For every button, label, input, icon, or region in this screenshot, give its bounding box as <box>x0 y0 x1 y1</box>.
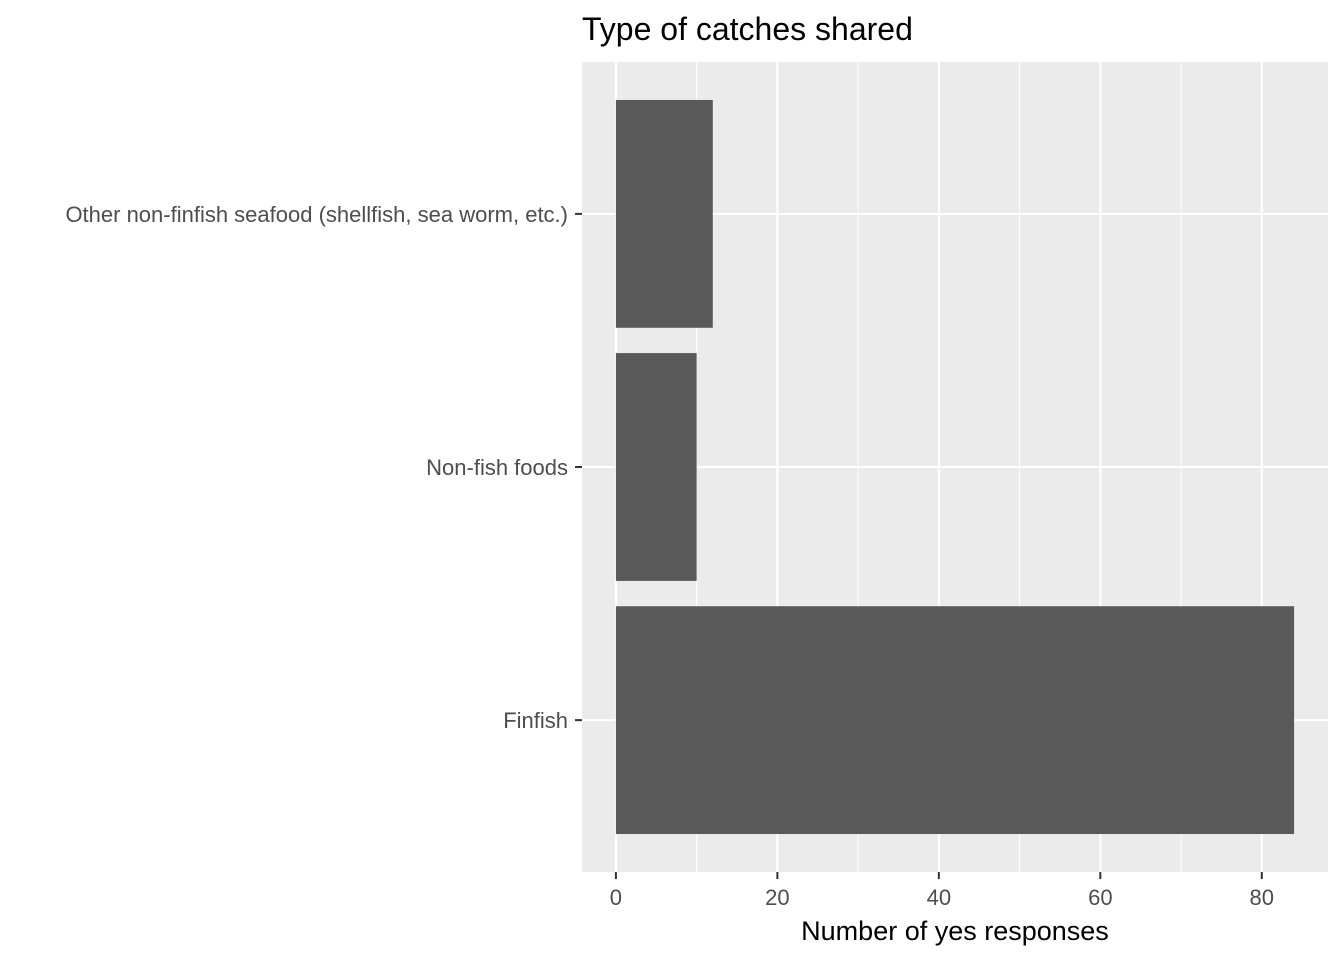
y-axis: Finfish Non-fish foods Other non-finfish s… <box>65 202 582 733</box>
y-tick-label: Other non-finfish seafood (shellfish, se… <box>65 202 568 227</box>
x-tick-label: 60 <box>1088 885 1112 910</box>
x-tick-label: 80 <box>1250 885 1274 910</box>
x-tick-label: 20 <box>765 885 789 910</box>
x-tick-label: 40 <box>927 885 951 910</box>
y-tick-label: Finfish <box>503 708 568 733</box>
bars <box>615 99 1295 835</box>
chart-title: Type of catches shared <box>582 11 913 47</box>
bar <box>615 99 713 328</box>
y-tick-label: Non-fish foods <box>426 455 568 480</box>
bar <box>615 606 1295 835</box>
x-axis: 0 20 40 60 80 <box>610 872 1274 910</box>
x-tick-label: 0 <box>610 885 622 910</box>
bar <box>615 353 697 581</box>
x-axis-title: Number of yes responses <box>801 916 1109 946</box>
